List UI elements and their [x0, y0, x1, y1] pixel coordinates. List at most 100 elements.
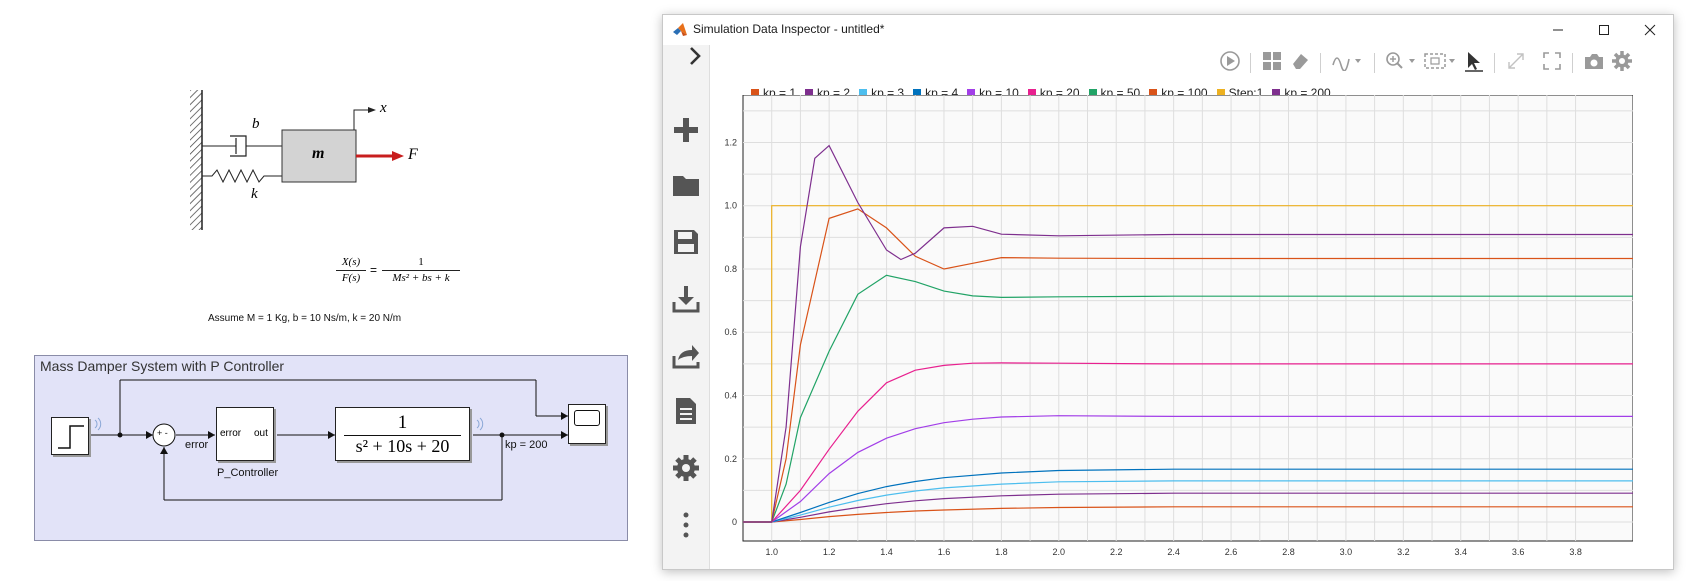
- toolbar-separator: [1320, 53, 1321, 73]
- tf-fraction-bar: [336, 270, 366, 271]
- fit-view-icon: [1424, 53, 1455, 69]
- x-tick-label: 3.6: [1512, 547, 1525, 557]
- maximize-icon: [1599, 25, 1609, 35]
- scope-icon: [574, 410, 600, 426]
- x-tick-label: 2.0: [1053, 547, 1066, 557]
- arrow-scope-bottom: [561, 431, 568, 439]
- expand-diagonal-icon: [1508, 53, 1524, 69]
- import-button[interactable]: [669, 282, 703, 316]
- fullscreen-icon: [1543, 52, 1561, 70]
- toolbar-separator: [1494, 53, 1495, 73]
- error-signal-label: error: [185, 439, 209, 451]
- open-button[interactable]: [669, 168, 703, 202]
- snapshot-button[interactable]: [1582, 49, 1606, 73]
- x-arrow-line: [353, 109, 370, 130]
- replay-button[interactable]: [1218, 49, 1242, 73]
- arrow-sum-input: [146, 431, 153, 439]
- zoom-in-icon: [1386, 52, 1415, 69]
- plant-transfer-fcn-block[interactable]: 1 s² + 10s + 20: [335, 407, 470, 461]
- spring-coil: [202, 168, 282, 184]
- toolbar-separator: [1374, 53, 1375, 73]
- tf-rhs-denominator: Ms² + bs + k: [392, 272, 450, 284]
- x-tick-label: 3.4: [1454, 547, 1467, 557]
- response-plot[interactable]: 1.0 1.2 1.4 1.6 1.8 2.0 2.2 2.4 2.6 2.8 3.0 3.2 3.4 3…: [705, 95, 1633, 571]
- plot-area: [742, 95, 1633, 542]
- x-tick-label: 1.4: [880, 547, 893, 557]
- export-button[interactable]: [669, 338, 703, 372]
- area-title: Mass Damper System with P Controller: [40, 358, 285, 374]
- close-button[interactable]: [1627, 15, 1673, 45]
- signal-lines: [90, 379, 568, 501]
- transfer-function-equation: X(s) F(s) = 1 Ms² + bs + k: [336, 256, 466, 296]
- position-label: x: [380, 100, 387, 116]
- sdi-window[interactable]: Simulation Data Inspector - untitled*: [662, 14, 1674, 570]
- mass-damper-sketch: [190, 90, 404, 230]
- fullscreen-button[interactable]: [1540, 49, 1564, 73]
- legend-swatch: [913, 89, 922, 97]
- zoom-button[interactable]: [1384, 49, 1418, 73]
- y-tick-label: 0.6: [724, 327, 737, 337]
- sidebar: [663, 45, 710, 569]
- mass-block: [281, 129, 357, 183]
- logging-icon-step-outer: [97, 417, 102, 431]
- minimize-button[interactable]: [1535, 15, 1581, 45]
- output-signal-label: kp = 200: [505, 439, 548, 451]
- more-button[interactable]: [669, 508, 703, 542]
- expand-axes-button[interactable]: [1504, 49, 1528, 73]
- gear-icon: [1612, 51, 1632, 71]
- model-area[interactable]: Mass Damper System with P Controller: [34, 355, 628, 541]
- minimize-icon: [1553, 29, 1563, 31]
- step-icon: [58, 425, 84, 449]
- toolbar: [710, 45, 1672, 79]
- visualizations-button[interactable]: [1330, 49, 1364, 73]
- legend-swatch: [1149, 89, 1158, 97]
- more-vertical-icon: [683, 512, 689, 538]
- series-line: [743, 208, 1633, 523]
- expand-sidebar-button[interactable]: [685, 47, 705, 65]
- legend-swatch: [967, 89, 976, 97]
- series-line: [743, 506, 1633, 523]
- x-tick-label: 2.2: [1110, 547, 1123, 557]
- tf-denominator: F(s): [341, 272, 361, 284]
- new-button[interactable]: [669, 113, 703, 147]
- controller-out-port: out: [254, 428, 268, 439]
- plot-settings-button[interactable]: [1610, 49, 1634, 73]
- title-bar[interactable]: Simulation Data Inspector - untitled*: [663, 15, 1673, 45]
- save-button[interactable]: [669, 225, 703, 259]
- p-controller-block[interactable]: error out: [216, 407, 274, 461]
- plus-icon: [674, 118, 698, 142]
- layout-button[interactable]: [1260, 49, 1284, 73]
- plant-denominator: s² + 10s + 20: [355, 436, 450, 456]
- signal-wave-icon: [1332, 57, 1361, 71]
- maximize-button[interactable]: [1581, 15, 1627, 45]
- force-arrow-head: [392, 151, 404, 161]
- gear-icon: [673, 455, 699, 481]
- fit-to-view-button[interactable]: [1422, 49, 1458, 73]
- preferences-button[interactable]: [669, 451, 703, 485]
- series-line: [743, 480, 1633, 523]
- controller-name: P_Controller: [217, 467, 279, 479]
- scope-block[interactable]: [568, 404, 606, 444]
- grid-layout-icon: [1263, 52, 1281, 70]
- arrow-scope-top: [561, 412, 568, 420]
- x-tick-label: 1.8: [995, 547, 1008, 557]
- eraser-icon: [1293, 54, 1308, 69]
- x-tick-label: 2.4: [1167, 547, 1180, 557]
- series-line: [743, 492, 1633, 523]
- cursor-button[interactable]: [1462, 49, 1486, 73]
- share-icon: [672, 345, 700, 369]
- y-tick-label: 0.4: [724, 390, 737, 400]
- arrow-feedback: [160, 447, 168, 454]
- series-line: [743, 274, 1633, 523]
- x-tick-label: 3.0: [1340, 547, 1353, 557]
- branch-dot-output: [499, 432, 505, 438]
- sum-block[interactable]: [152, 423, 176, 447]
- folder-icon: [673, 176, 699, 196]
- legend-swatch: [751, 89, 759, 97]
- clear-button[interactable]: [1288, 49, 1312, 73]
- report-button[interactable]: [669, 394, 703, 428]
- close-icon: [1644, 24, 1656, 36]
- step-block[interactable]: [51, 417, 89, 455]
- force-label: F: [408, 146, 418, 163]
- spring-label: k: [251, 186, 258, 202]
